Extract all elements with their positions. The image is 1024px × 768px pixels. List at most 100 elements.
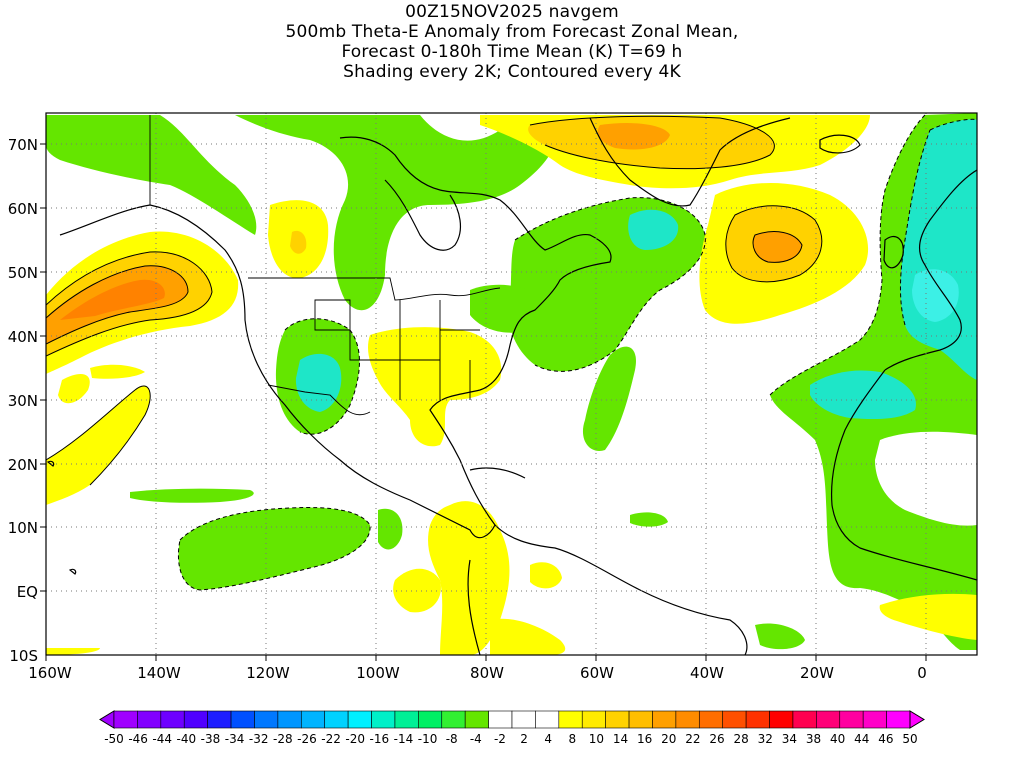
border-us-mexico [267,384,371,416]
colorbar-swatch [347,710,372,729]
colorbar-swatch [464,710,489,729]
map-panel: 70N 60N 50N 40N 30N 20N 10N EQ 10S 160W … [8,112,978,682]
political-boundaries [149,115,501,416]
lon-label: 140W [137,664,181,682]
colorbar-swatch [394,710,419,729]
colorbar-label: 8 [568,732,576,746]
lat-label: 40N [8,328,38,346]
colorbar-label: 14 [613,732,628,746]
title-shading: Shading every 2K; Contoured every 4K [343,62,681,82]
colorbar-label: 4 [544,732,552,746]
atlantic-cyan [628,209,679,250]
colorbar-swatch [628,710,653,729]
colorbar-arrow-right [909,710,925,729]
lat-label: 10S [9,647,38,665]
contour-line [752,231,803,263]
colorbar-swatch [535,710,560,729]
lon-label: 120W [246,664,290,682]
colorbar-swatch [277,710,302,729]
colorbar-swatch [418,710,443,729]
anomaly-shading [46,113,977,655]
colorbar-swatch [558,710,583,729]
colorbar-swatch [652,710,677,729]
colorbar-label: -38 [201,732,221,746]
canada-green [235,115,560,311]
colorbar-swatch [605,710,630,729]
colorbar-swatch [183,710,208,729]
contour-line-dashed [177,507,371,591]
lon-label: 60W [580,664,614,682]
contour-line [46,251,213,357]
coastline-europe [884,169,977,371]
northeast-green [470,284,547,333]
colorbar-label: -16 [370,732,390,746]
title-run: 00Z15NOV2025 navgem [405,2,619,22]
colorbar-label: -28 [273,732,293,746]
amazon-yellow [490,618,566,655]
contour-line-dashed [900,118,977,326]
lat-label: 10N [8,519,38,537]
colorbar-swatch [137,710,162,729]
colorbar-swatch [675,710,700,729]
colorbar-swatch [698,710,723,729]
latitude-labels: 70N 60N 50N 40N 30N 20N 10N EQ 10S [8,136,38,665]
southwest-cyan [295,353,342,412]
lat-label: 20N [8,456,38,474]
colorbar-label: -4 [470,732,482,746]
colorbar-swatch [113,710,138,729]
border-us-states-1 [314,299,480,400]
colorbar-swatch [886,710,911,729]
colorbar: -50 -46 -44 -40 -38 -34 -32 -28 -26 -22 -20 -16 -14-… [99,710,925,746]
colorbar-swatch [839,710,864,729]
colorbar-swatch [324,710,349,729]
colorbar-swatch [862,710,887,729]
coastline-cuba [469,467,526,479]
northwest-gold [290,230,307,254]
colorbar-label: 16 [637,732,652,746]
colorbar-swatch [816,710,841,729]
lat-label: 60N [8,200,38,218]
venezuela-yellow [530,562,562,589]
contour-line [46,265,189,345]
coastlines [46,117,977,655]
colorbar-swatch [792,710,817,729]
longitude-labels: 160W 140W 120W 100W 80W 60W 40W 20W 0 [28,664,927,682]
colorbar-label: 44 [854,732,869,746]
colorbar-swatch [441,710,466,729]
colorbar-label: -26 [297,732,317,746]
colorbar-swatch [581,710,606,729]
lon-label: 160W [28,664,72,682]
contour-line [46,385,151,486]
tropical-green-left [178,507,371,590]
colorbar-swatch [160,710,185,729]
colorbar-label: 22 [685,732,700,746]
caribbean-yellow [393,568,441,613]
europe-cyan-light [912,269,959,322]
colorbar-label: -2 [494,732,506,746]
colorbar-swatch [511,710,536,729]
title-period: Forecast 0-180h Time Mean (K) T=69 h [341,42,683,62]
lon-label: 40W [690,664,724,682]
colorbar-swatch [769,710,794,729]
contour-line-dashed [514,197,706,372]
colorbar-swatch [488,710,513,729]
lon-label: 100W [356,664,400,682]
graticule [46,113,977,655]
colorbar-swatch [371,710,396,729]
lat-label: EQ [17,583,38,601]
colorbar-label: 10 [589,732,604,746]
coastline-north-america [59,136,612,539]
coastline-greenland [589,117,791,207]
colorbar-swatch [722,710,747,729]
coastline-hudson-bay [384,179,462,251]
colorbar-label: 32 [758,732,773,746]
colorbar-label: -40 [177,732,197,746]
lat-label: 50N [8,264,38,282]
colorbar-label: 46 [878,732,893,746]
colorbar-label: 2 [520,732,528,746]
colorbar-label: -14 [394,732,414,746]
contour-line [725,205,823,283]
colorbar-label: -50 [104,732,124,746]
coastline-hawaii [46,460,77,575]
